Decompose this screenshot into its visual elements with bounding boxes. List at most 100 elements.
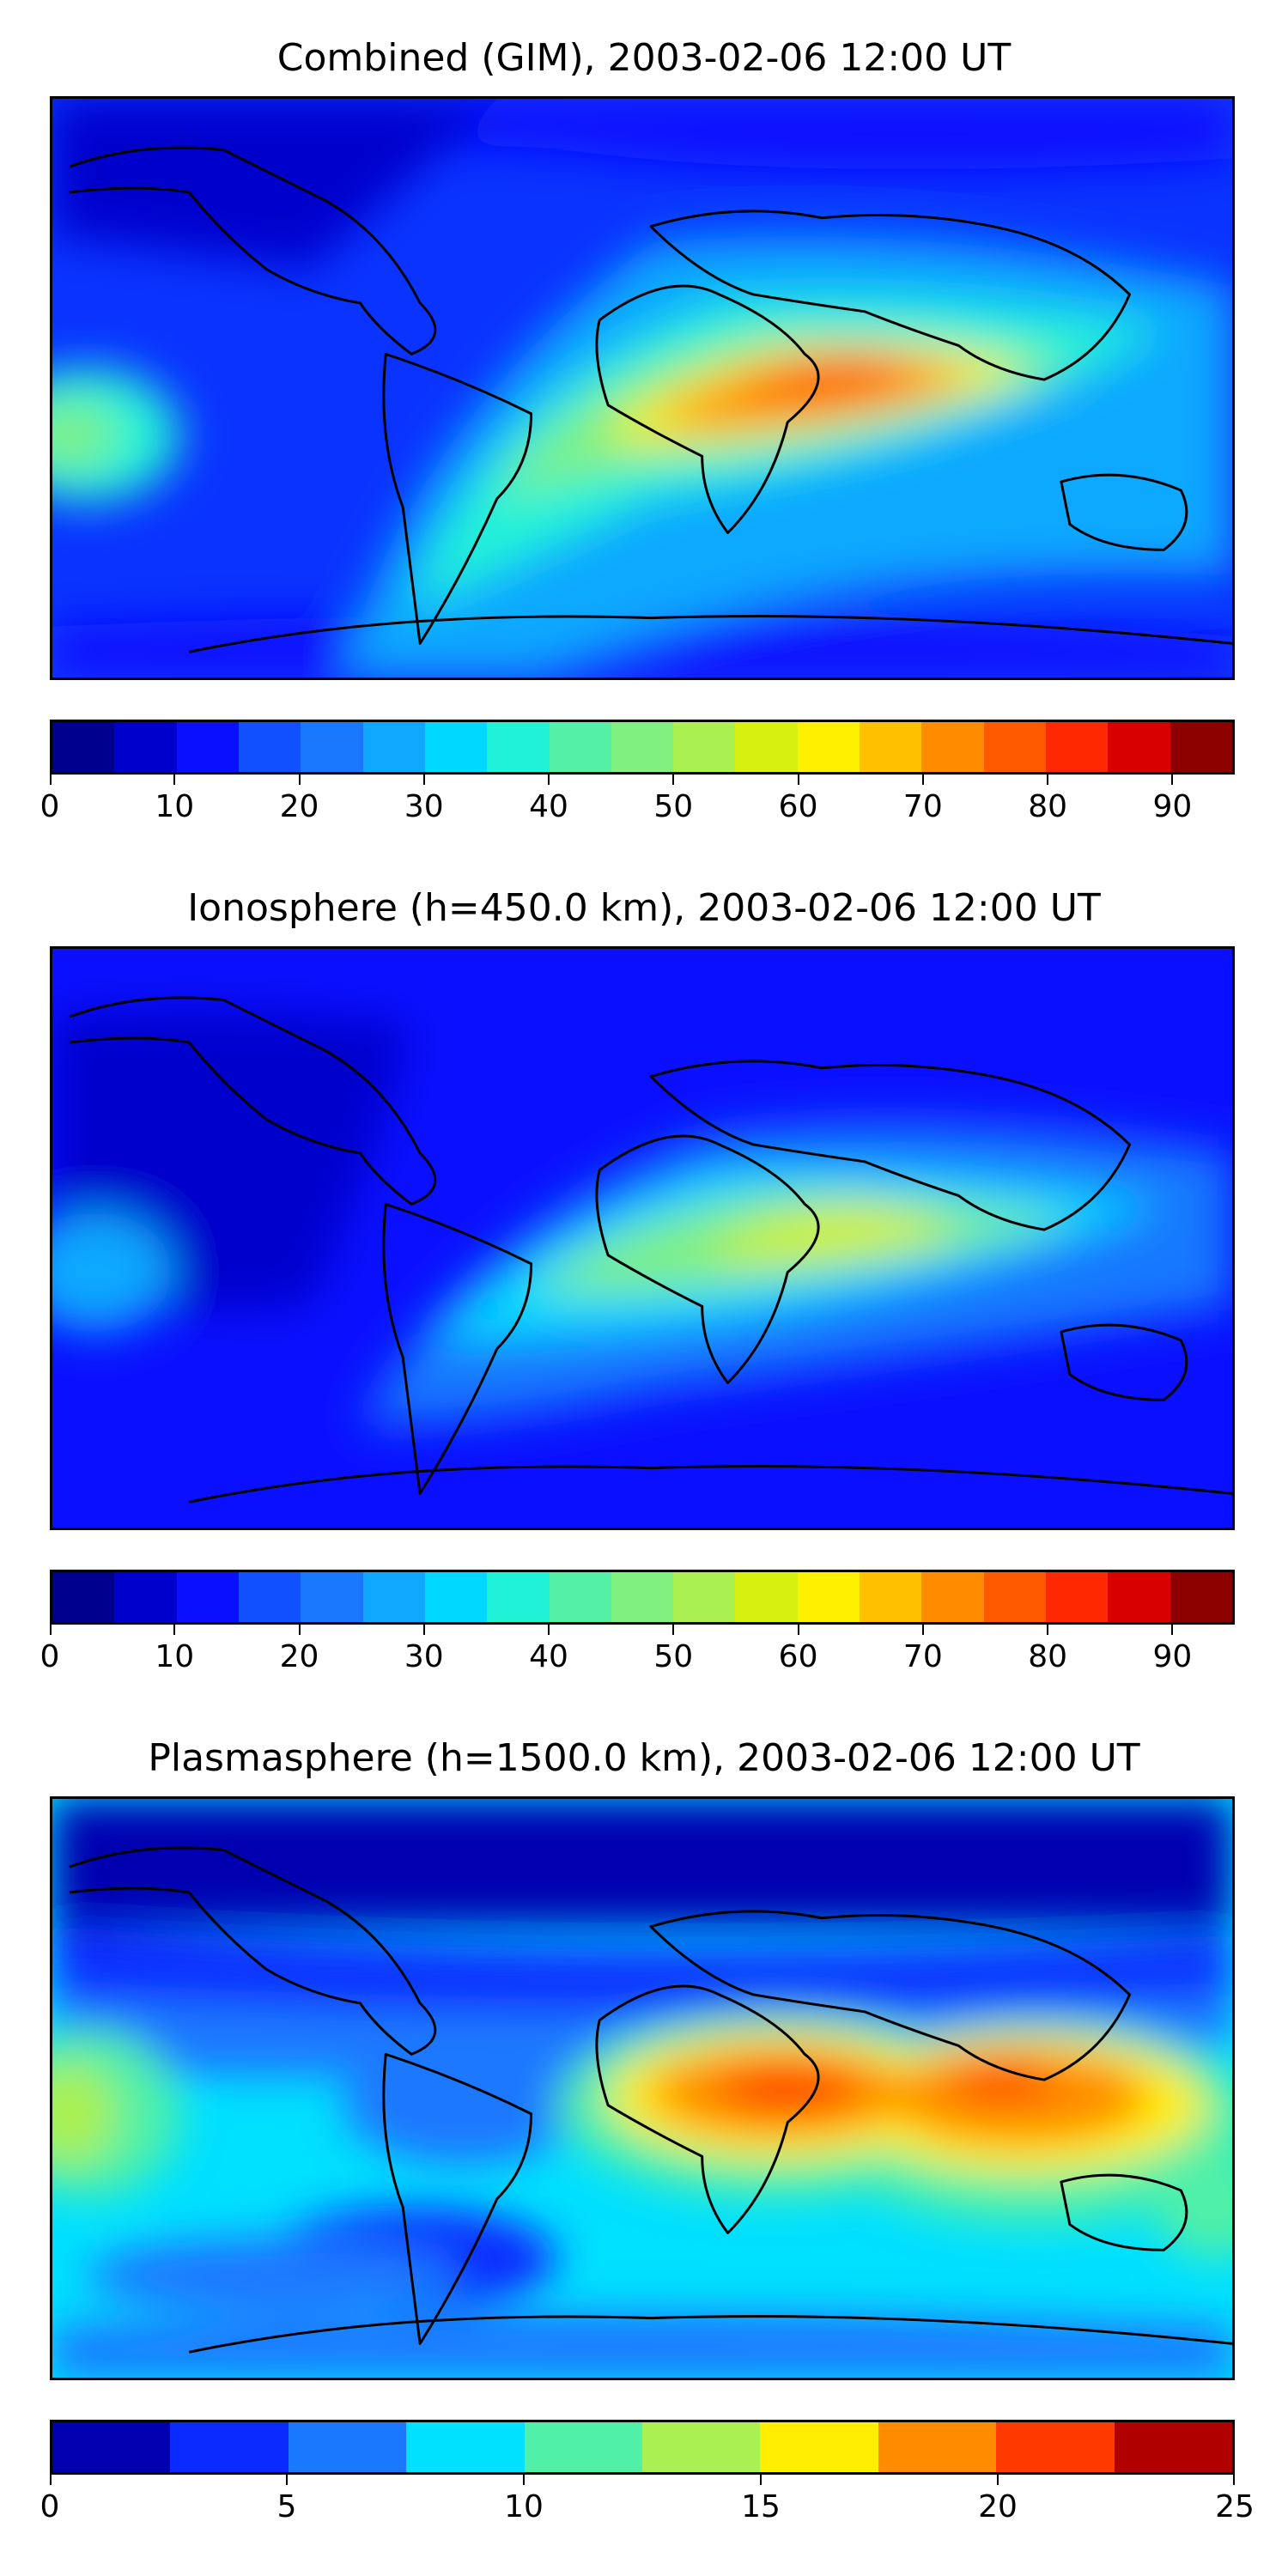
colorbar-tick-label: 30 bbox=[404, 789, 444, 824]
colorbar-segment bbox=[921, 722, 984, 772]
colorbar-segment bbox=[288, 2422, 407, 2472]
colorbar-tick bbox=[1171, 1625, 1174, 1635]
colorbar-segment bbox=[1170, 1572, 1232, 1622]
colorbar-tick-label: 0 bbox=[39, 2489, 60, 2524]
colorbar-tick bbox=[1047, 1625, 1049, 1635]
colorbar-tick-label: 10 bbox=[155, 789, 195, 824]
colorbar-tick bbox=[1047, 775, 1049, 785]
colorbar-tick bbox=[523, 2475, 525, 2485]
colorbar-tick bbox=[797, 775, 799, 785]
colorbar-segment bbox=[52, 722, 115, 772]
colorbar-segment bbox=[114, 722, 177, 772]
colorbar-segment bbox=[611, 722, 674, 772]
colorbar-tick bbox=[1233, 2475, 1235, 2485]
colorbar-segment bbox=[52, 2422, 171, 2472]
colorbar-tick bbox=[422, 775, 425, 785]
colorbar-segment bbox=[611, 1572, 674, 1622]
colorbar-segment bbox=[797, 722, 860, 772]
colorbar-segment bbox=[549, 1572, 611, 1622]
combined-colorbar bbox=[50, 720, 1235, 775]
colorbar-tick bbox=[921, 775, 924, 785]
colorbar-tick-label: 40 bbox=[529, 789, 568, 824]
colorbar-tick-label: 0 bbox=[39, 789, 60, 824]
colorbar-tick-label: 10 bbox=[155, 1639, 195, 1674]
coastline-lines bbox=[69, 146, 1232, 653]
panel-title-combined: Combined (GIM), 2003-02-06 12:00 UT bbox=[276, 36, 1012, 80]
colorbar-tick-label: 40 bbox=[529, 1639, 568, 1674]
coastline-lines bbox=[69, 996, 1232, 1504]
colorbar-segment bbox=[983, 722, 1046, 772]
colorbar-tick-label: 50 bbox=[653, 1639, 694, 1674]
colorbar-segment bbox=[860, 1572, 922, 1622]
colorbar-segment bbox=[487, 1572, 550, 1622]
colorbar-tick-label: 80 bbox=[1028, 789, 1067, 824]
colorbar-segment bbox=[176, 722, 239, 772]
colorbar-tick bbox=[298, 775, 301, 785]
colorbar-segment bbox=[238, 1572, 301, 1622]
colorbar-segment bbox=[1046, 1572, 1109, 1622]
panel-title-ionosphere: Ionosphere (h=450.0 km), 2003-02-06 12:0… bbox=[187, 886, 1101, 930]
colorbar-segment bbox=[1170, 722, 1232, 772]
colorbar-segment bbox=[673, 722, 736, 772]
plasmasphere-tec-map bbox=[50, 1796, 1235, 2380]
colorbar-tick bbox=[672, 775, 675, 785]
colorbar-tick bbox=[50, 2475, 52, 2485]
colorbar-tick-label: 60 bbox=[778, 789, 818, 824]
colorbar-segment bbox=[487, 722, 550, 772]
colorbar-segment bbox=[878, 2422, 997, 2472]
colorbar-tick-label: 25 bbox=[1215, 2489, 1255, 2524]
ionosphere-tec-map bbox=[50, 946, 1235, 1530]
colorbar-tick bbox=[760, 2475, 762, 2485]
combined-tec-map bbox=[50, 96, 1235, 680]
colorbar-segment bbox=[170, 2422, 289, 2472]
colorbar-segment bbox=[735, 722, 798, 772]
colorbar-segment bbox=[996, 2422, 1115, 2472]
ionosphere-colorbar-ticks: 0 10 20 30 40 50 60 70 80 90 bbox=[40, 1625, 1235, 1676]
colorbar-segment bbox=[424, 1572, 488, 1622]
colorbar-segment bbox=[921, 1572, 984, 1622]
colorbar-segment bbox=[1114, 2422, 1232, 2472]
colorbar-segment bbox=[238, 722, 301, 772]
colorbar-tick-label: 5 bbox=[276, 2489, 297, 2524]
colorbar-segment bbox=[406, 2422, 525, 2472]
coastline-lines bbox=[69, 1846, 1232, 2354]
ionosphere-colorbar bbox=[50, 1570, 1235, 1625]
ionosphere-map-svg bbox=[52, 949, 1232, 1528]
colorbar-tick-label: 10 bbox=[504, 2489, 544, 2524]
colorbar-tick bbox=[173, 1625, 176, 1635]
colorbar-segment bbox=[362, 722, 425, 772]
colorbar-segment bbox=[760, 2422, 878, 2472]
colorbar-tick bbox=[50, 775, 52, 785]
colorbar-segment bbox=[1108, 1572, 1170, 1622]
colorbar-tick-label: 20 bbox=[279, 1639, 319, 1674]
plasmasphere-colorbar bbox=[50, 2420, 1235, 2475]
colorbar-tick-label: 90 bbox=[1152, 1639, 1193, 1674]
colorbar-tick-label: 60 bbox=[778, 1639, 818, 1674]
colorbar-segment bbox=[1108, 722, 1170, 772]
colorbar-tick bbox=[422, 1625, 425, 1635]
colorbar-tick bbox=[921, 1625, 924, 1635]
colorbar-tick bbox=[50, 1625, 52, 1635]
colorbar-segment bbox=[52, 1572, 115, 1622]
colorbar-tick-label: 70 bbox=[902, 1639, 943, 1674]
colorbar-tick-label: 0 bbox=[39, 1639, 60, 1674]
colorbar-tick-label: 20 bbox=[279, 789, 319, 824]
colorbar-tick-label: 20 bbox=[978, 2489, 1018, 2524]
colorbar-tick bbox=[997, 2475, 999, 2485]
combined-map-svg bbox=[52, 99, 1232, 677]
colorbar-segment bbox=[735, 1572, 798, 1622]
colorbar-segment bbox=[642, 2422, 761, 2472]
colorbar-segment bbox=[524, 2422, 643, 2472]
colorbar-tick bbox=[286, 2475, 288, 2485]
colorbar-tick-label: 80 bbox=[1028, 1639, 1067, 1674]
panel-title-plasmasphere: Plasmasphere (h=1500.0 km), 2003-02-06 1… bbox=[148, 1736, 1140, 1780]
colorbar-tick-label: 50 bbox=[653, 789, 694, 824]
colorbar-tick-label: 90 bbox=[1152, 789, 1193, 824]
plasmasphere-colorbar-ticks: 0 5 10 15 20 25 bbox=[40, 2475, 1255, 2526]
colorbar-tick-label: 30 bbox=[404, 1639, 444, 1674]
colorbar-segment bbox=[301, 1572, 363, 1622]
colorbar-segment bbox=[176, 1572, 239, 1622]
colorbar-segment bbox=[983, 1572, 1046, 1622]
colorbar-segment bbox=[673, 1572, 736, 1622]
colorbar-tick-label: 70 bbox=[902, 789, 943, 824]
